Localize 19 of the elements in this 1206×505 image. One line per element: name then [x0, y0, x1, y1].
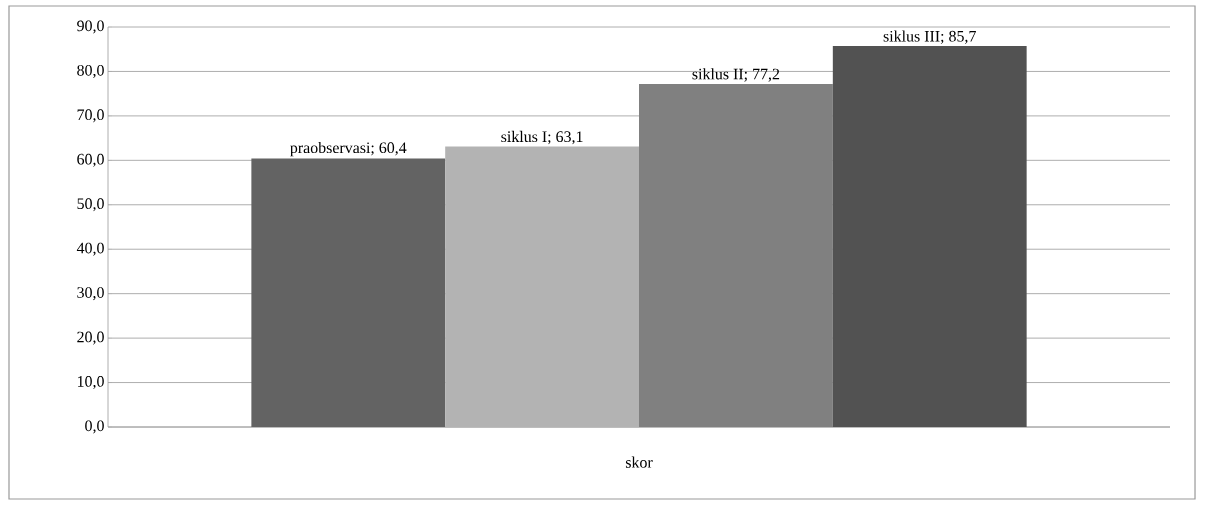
- x-tick-label: skor: [625, 456, 653, 468]
- y-tick-label: 80,0: [77, 64, 104, 78]
- y-tick-label: 50,0: [77, 198, 104, 212]
- bar: [445, 146, 639, 427]
- y-tick-label: 20,0: [77, 331, 104, 345]
- y-tick-label: 60,0: [77, 153, 104, 167]
- bar: [639, 83, 833, 427]
- y-tick-label: 30,0: [77, 287, 104, 301]
- data-label: siklus III; 85,7: [883, 30, 976, 44]
- data-label: siklus I; 63,1: [501, 130, 583, 145]
- y-tick-label: 10,0: [77, 376, 104, 390]
- y-tick-label: 0,0: [85, 420, 104, 434]
- data-label: siklus II; 77,2: [692, 68, 780, 82]
- data-label: praobservasi; 60,4: [290, 141, 407, 157]
- bar: [251, 158, 446, 427]
- y-tick-label: 70,0: [77, 109, 104, 123]
- y-tick-label: 90,0: [77, 20, 104, 34]
- bar: [832, 46, 1027, 427]
- y-tick-label: 40,0: [76, 242, 104, 256]
